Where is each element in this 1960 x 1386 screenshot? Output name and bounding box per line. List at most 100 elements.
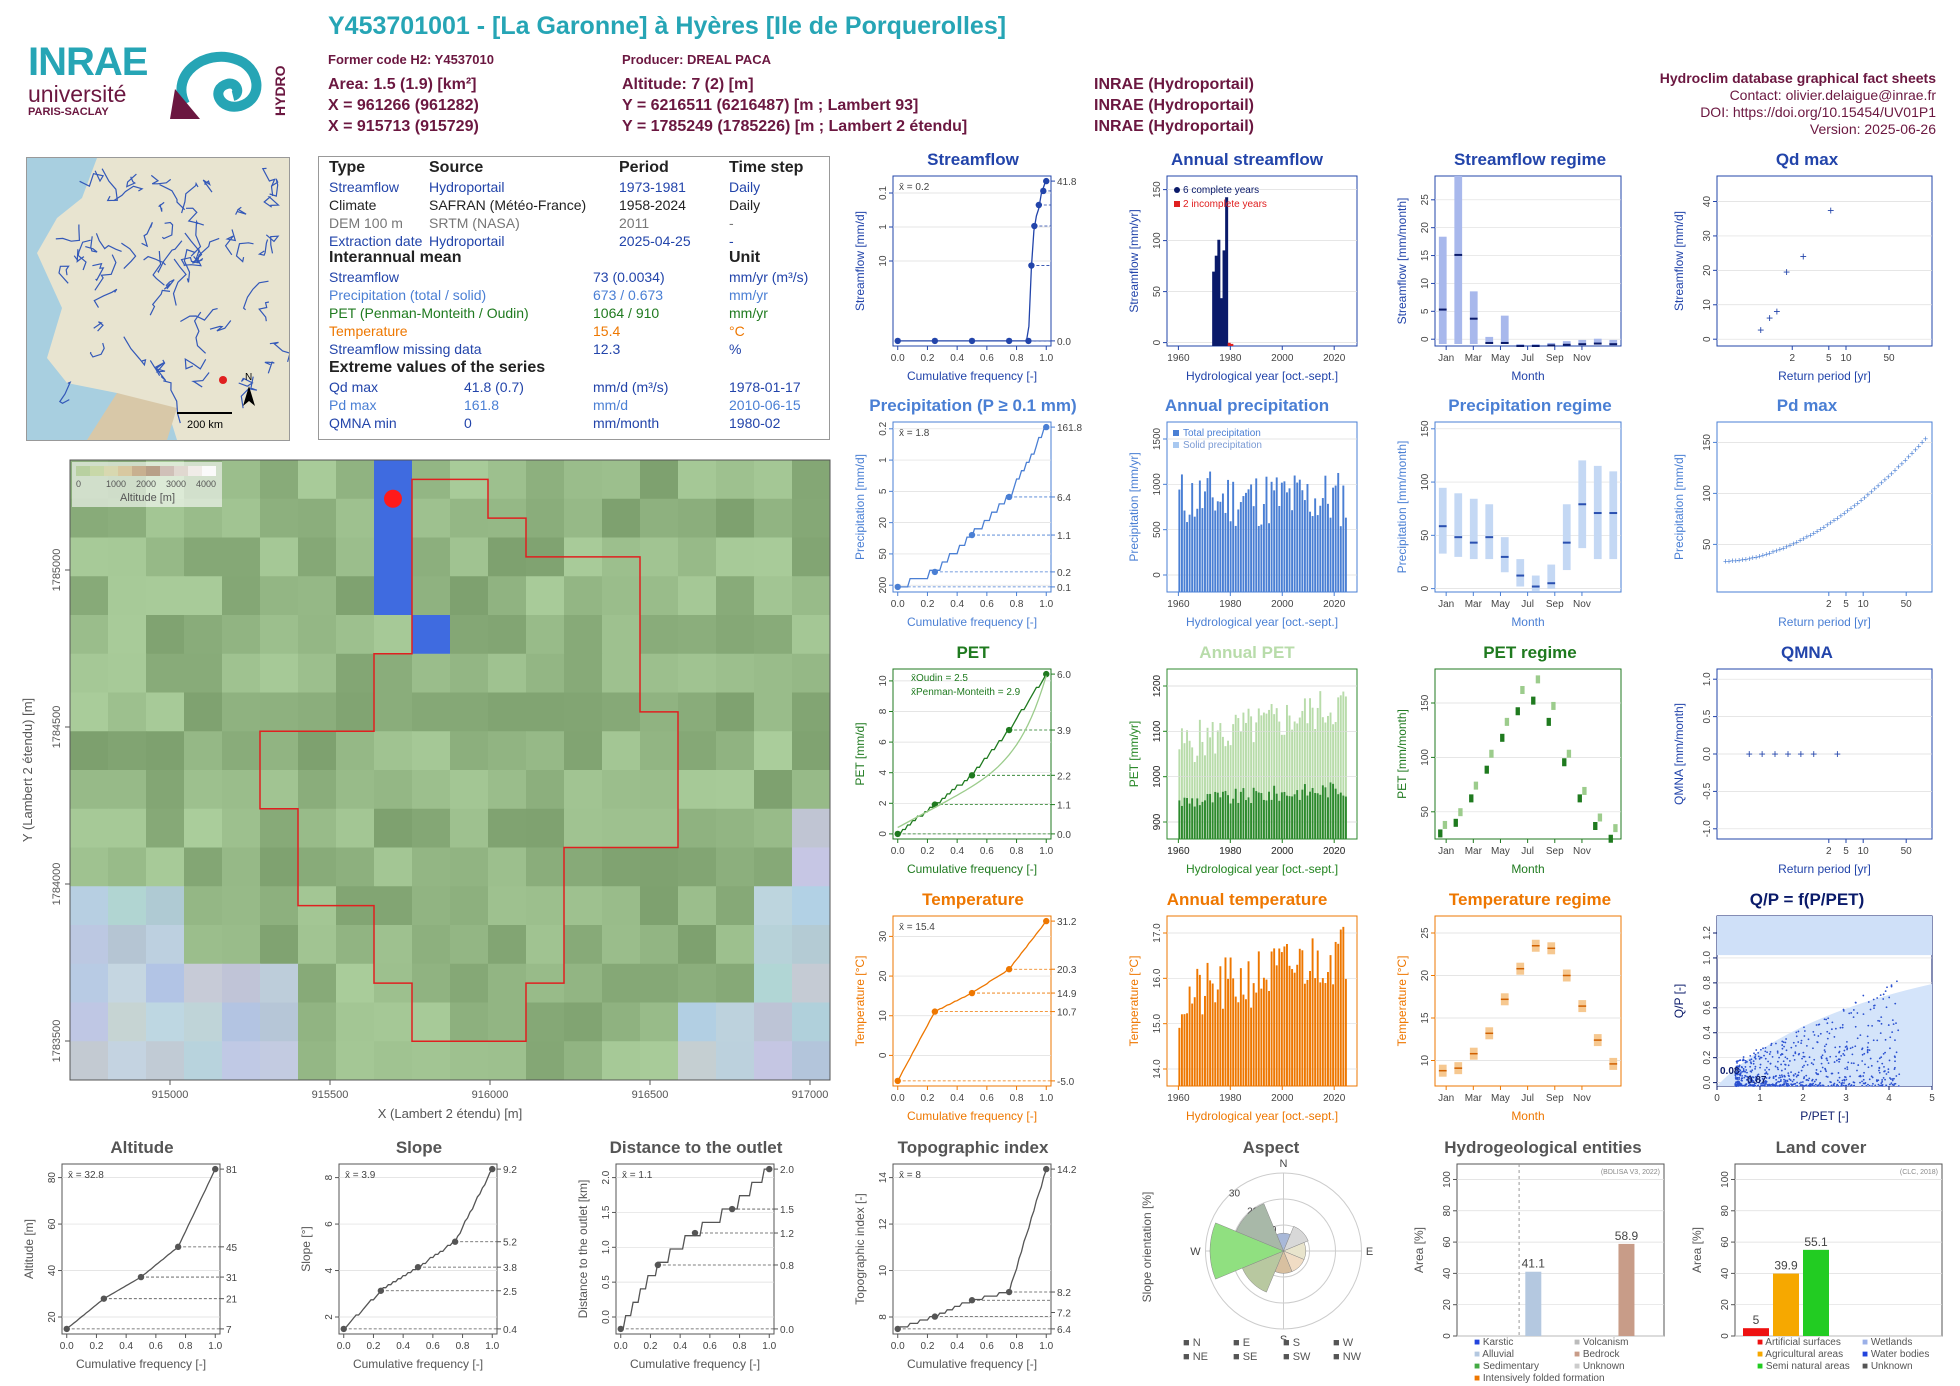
plot-frame bbox=[892, 1163, 1052, 1335]
terrain-cell bbox=[792, 731, 831, 771]
quantile-point bbox=[931, 1008, 939, 1015]
scatter-point bbox=[1838, 1051, 1840, 1054]
year-bar bbox=[1327, 972, 1329, 1086]
aspect-legend-item: ■ E bbox=[1233, 1337, 1251, 1349]
terrain-cell bbox=[526, 576, 565, 616]
data-point: + bbox=[1838, 511, 1843, 521]
scatter-point bbox=[1842, 1010, 1845, 1012]
terrain-cell bbox=[754, 576, 793, 616]
legend-swatch bbox=[76, 466, 90, 476]
year-bar bbox=[1232, 724, 1235, 839]
scatter-point bbox=[1735, 1083, 1738, 1086]
year-bar bbox=[1242, 712, 1245, 839]
year-bar bbox=[1237, 1002, 1240, 1086]
y-axis-label: Area [%] bbox=[1412, 1227, 1426, 1273]
right-tick-label: 0.0 bbox=[780, 1325, 794, 1336]
x-tick-label: 0 bbox=[1714, 1093, 1720, 1104]
right-tick-label: 1.1 bbox=[1057, 801, 1071, 812]
year-bar bbox=[1198, 480, 1201, 592]
chart-topo_index: Topographic index Cumulative frequency [-… bbox=[853, 1138, 1093, 1372]
river-line bbox=[149, 289, 171, 316]
scatter-point bbox=[1796, 1085, 1799, 1087]
year-bar bbox=[1327, 797, 1329, 839]
regime-box-penman bbox=[1582, 786, 1587, 795]
scatter-point bbox=[1867, 1041, 1870, 1044]
x-tick-label: 0.0 bbox=[891, 1341, 905, 1352]
data-point: + bbox=[1821, 522, 1826, 532]
year-bar bbox=[1232, 481, 1235, 592]
former-code: Former code H2: Y4537010 bbox=[328, 52, 494, 67]
scatter-point bbox=[1890, 1078, 1892, 1080]
year-bar bbox=[1193, 762, 1196, 839]
y-tick-label: 1000 bbox=[1152, 473, 1163, 496]
y-tick-label: -0.5 bbox=[1702, 782, 1713, 800]
x-tick-label: 0.6 bbox=[980, 1093, 994, 1104]
right-tick-label: 31 bbox=[226, 1273, 238, 1284]
scatter-point bbox=[1868, 1078, 1871, 1081]
regime-box-penman bbox=[1504, 717, 1510, 726]
y-axis-label: Streamflow [mm/d] bbox=[853, 211, 867, 311]
terrain-cell bbox=[488, 808, 527, 848]
x-tick-label: 0.8 bbox=[1010, 1341, 1024, 1352]
terrain-cell bbox=[298, 692, 337, 732]
year-bar bbox=[1283, 791, 1286, 839]
data-point: + bbox=[1787, 540, 1792, 550]
y-tick-label: 1000 bbox=[1152, 765, 1163, 788]
y-tick-label: 1.5 bbox=[601, 1205, 612, 1219]
y-tick-label: 1100 bbox=[1152, 720, 1163, 742]
terrain-cell bbox=[260, 537, 299, 577]
x-tick-label: 2 bbox=[1826, 846, 1832, 857]
chart-svg: Cumulative frequency [-]Streamflow [mm/d… bbox=[853, 175, 1077, 383]
scatter-point bbox=[1863, 1071, 1865, 1074]
y-tick-label: 50 bbox=[1420, 529, 1431, 541]
scatter-point bbox=[1868, 1049, 1871, 1052]
scatter-point bbox=[1825, 1075, 1828, 1078]
year-bar bbox=[1196, 508, 1199, 592]
scatter-point bbox=[1761, 1077, 1764, 1080]
map-frame bbox=[69, 459, 831, 1081]
data-point: + bbox=[1800, 250, 1807, 264]
scatter-point bbox=[1785, 1038, 1787, 1040]
x-tick-label: 1.0 bbox=[1039, 1341, 1053, 1352]
scatter-point bbox=[1872, 1082, 1874, 1085]
year-bar bbox=[1204, 800, 1206, 839]
year-bar bbox=[1273, 490, 1276, 592]
scatter-point bbox=[1850, 1084, 1853, 1087]
interannual-label: Temperature bbox=[329, 323, 408, 339]
scatter-point bbox=[1736, 1080, 1739, 1083]
scatter-point bbox=[1889, 1047, 1891, 1050]
year-bar bbox=[1206, 478, 1209, 592]
chart-title: Streamflow regime bbox=[1453, 150, 1607, 169]
x-tick-label: May bbox=[1491, 1093, 1510, 1104]
year-bar bbox=[1337, 943, 1340, 1086]
scatter-point bbox=[1842, 1052, 1845, 1055]
x-tick-label: 1.0 bbox=[1039, 599, 1053, 610]
legend-swatch bbox=[174, 466, 188, 476]
right-tick-label: 6.4 bbox=[1057, 1325, 1071, 1336]
scatter-point bbox=[1849, 1047, 1852, 1050]
chart-title: Annual precipitation bbox=[1164, 396, 1330, 415]
x-axis-label: P/PET [-] bbox=[1800, 1109, 1848, 1123]
scatter-point bbox=[1771, 1084, 1774, 1087]
y-tick-label: 4 bbox=[878, 769, 889, 775]
scatter-point bbox=[1877, 1079, 1880, 1082]
scatter-point bbox=[1831, 1072, 1834, 1075]
scatter-point bbox=[1780, 1063, 1783, 1066]
x-axis-label: Cumulative frequency [-] bbox=[907, 1109, 1037, 1123]
scatter-point bbox=[1749, 1079, 1752, 1081]
legend-label: 6 complete years bbox=[1183, 185, 1259, 196]
terrain-cell bbox=[754, 731, 793, 771]
terrain-cell bbox=[146, 692, 185, 732]
x-axis-label: Hydrological year [oct.-sept.] bbox=[1186, 862, 1338, 876]
scatter-point bbox=[1752, 1062, 1755, 1065]
scatter-point bbox=[1891, 1078, 1894, 1080]
terrain-cell bbox=[678, 886, 717, 926]
regime-box-oudin bbox=[1515, 707, 1520, 716]
right-tick-label: 1.5 bbox=[780, 1205, 794, 1216]
data-point: + bbox=[1811, 528, 1816, 538]
terrain-cell bbox=[526, 1041, 565, 1081]
scatter-point bbox=[1866, 1051, 1869, 1054]
year-bar bbox=[1314, 978, 1317, 1086]
terrain-cell bbox=[336, 653, 375, 693]
